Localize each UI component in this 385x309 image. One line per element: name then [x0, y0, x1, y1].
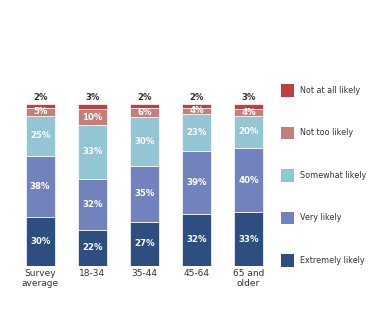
- Text: Very likely: Very likely: [300, 213, 341, 222]
- Bar: [130, 117, 159, 166]
- Bar: [78, 125, 107, 179]
- Text: Extremely likely: Extremely likely: [300, 256, 365, 265]
- Bar: [130, 222, 159, 266]
- Bar: [182, 108, 211, 114]
- Text: 32%: 32%: [82, 200, 102, 209]
- Text: 38%: 38%: [30, 182, 50, 191]
- Bar: [182, 114, 211, 151]
- Text: 40%: 40%: [238, 176, 259, 185]
- Bar: [234, 116, 263, 148]
- Text: Not too likely: Not too likely: [300, 128, 353, 138]
- Text: 30%: 30%: [30, 237, 50, 246]
- Bar: [182, 104, 211, 108]
- Bar: [26, 156, 55, 217]
- Text: 3%: 3%: [241, 93, 256, 102]
- Bar: [281, 254, 294, 267]
- Text: 32%: 32%: [186, 235, 207, 244]
- Bar: [234, 109, 263, 116]
- Text: 2%: 2%: [189, 93, 204, 102]
- Bar: [78, 104, 107, 109]
- Bar: [281, 211, 294, 224]
- Text: 33%: 33%: [238, 235, 259, 243]
- Text: 3%: 3%: [85, 93, 100, 102]
- Bar: [78, 230, 107, 266]
- Bar: [234, 104, 263, 109]
- Bar: [234, 148, 263, 213]
- Bar: [130, 166, 159, 222]
- Bar: [26, 217, 55, 266]
- Text: 2%: 2%: [33, 93, 47, 102]
- Bar: [78, 179, 107, 230]
- Bar: [281, 84, 294, 97]
- Text: 10%: 10%: [82, 113, 102, 122]
- Text: How Likely Would You Be to: How Likely Would You Be to: [74, 32, 311, 46]
- Bar: [281, 169, 294, 182]
- Text: 4%: 4%: [241, 108, 256, 117]
- Bar: [182, 214, 211, 266]
- Text: Fill Out the Census Form?: Fill Out the Census Form?: [82, 65, 303, 80]
- Text: 2%: 2%: [137, 93, 152, 102]
- Bar: [130, 104, 159, 108]
- Text: Somewhat likely: Somewhat likely: [300, 171, 366, 180]
- Text: 20%: 20%: [238, 127, 259, 136]
- Text: 5%: 5%: [33, 107, 47, 116]
- Bar: [26, 116, 55, 156]
- Text: 23%: 23%: [186, 128, 207, 137]
- Text: 25%: 25%: [30, 131, 50, 140]
- Text: 33%: 33%: [82, 147, 102, 156]
- Bar: [182, 151, 211, 214]
- Text: 4%: 4%: [189, 106, 204, 115]
- Bar: [26, 104, 55, 108]
- Text: 6%: 6%: [137, 108, 152, 117]
- Bar: [26, 108, 55, 116]
- Text: 22%: 22%: [82, 243, 102, 252]
- Text: 30%: 30%: [134, 137, 154, 146]
- Text: Not at all likely: Not at all likely: [300, 86, 360, 95]
- Text: 39%: 39%: [186, 178, 207, 187]
- Bar: [78, 109, 107, 125]
- Bar: [130, 108, 159, 117]
- Bar: [281, 127, 294, 139]
- Bar: [234, 213, 263, 266]
- Text: 27%: 27%: [134, 239, 155, 248]
- Text: 35%: 35%: [134, 189, 154, 198]
